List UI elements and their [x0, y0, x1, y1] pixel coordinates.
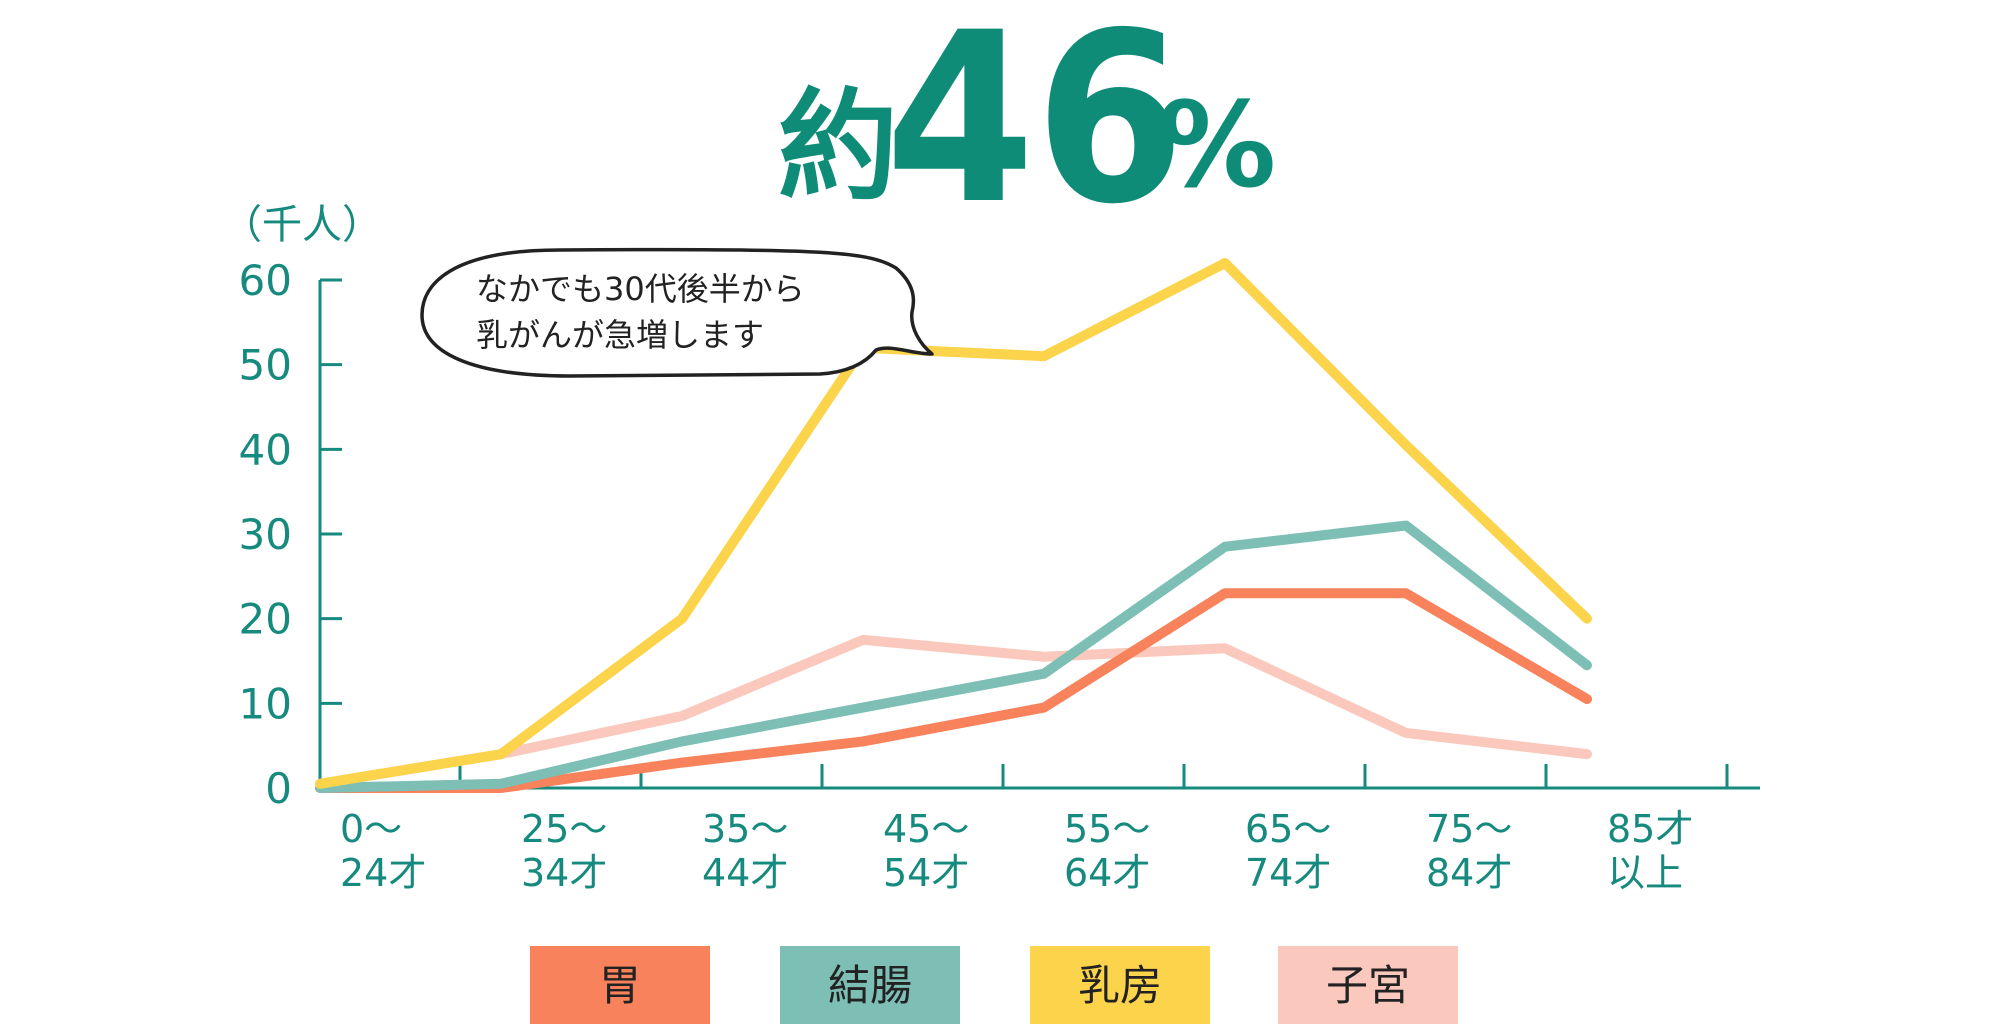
x-tick-label-line2: 24才	[340, 851, 426, 895]
series-line-結腸	[315, 520, 1592, 793]
legend-label: 胃	[599, 961, 641, 1010]
x-tick-label-line1: 45〜	[883, 807, 969, 851]
x-tick-label-line1: 75〜	[1426, 807, 1512, 851]
y-unit-label: （千人）	[222, 202, 382, 248]
y-tick-label: 0	[265, 764, 292, 813]
x-tick-label-line1: 0〜	[340, 807, 402, 851]
legend-label: 子宮	[1326, 961, 1410, 1010]
legend: 胃 結腸 乳房 子宮	[530, 946, 1458, 1024]
x-tick-label-line1: 25〜	[521, 807, 607, 851]
x-tick-label-line1: 85才	[1607, 807, 1693, 851]
headline-prefix: 約	[778, 78, 898, 217]
legend-swatch	[1278, 946, 1458, 1024]
x-tick-label-line1: 35〜	[702, 807, 788, 851]
callout-line-1: なかでも30代後半から	[476, 270, 805, 308]
x-tick-label-line2: 34才	[521, 851, 607, 895]
x-tick-label-line2: 44才	[702, 851, 788, 895]
series-line-胃	[315, 588, 1592, 793]
x-tick-label-line2: 54才	[883, 851, 969, 895]
x-tick-label-line2: 84才	[1426, 851, 1512, 895]
y-tick-label: 30	[239, 510, 292, 559]
series-line-乳房	[315, 258, 1592, 789]
legend-swatch	[530, 946, 710, 1024]
legend-swatch	[780, 946, 960, 1024]
x-tick-labels: 0〜24才 25〜34才 35〜44才 45〜54才 55〜64才 65〜74才 75〜84…	[340, 807, 1693, 895]
y-tick-label: 60	[239, 256, 292, 305]
y-tick-label: 50	[239, 341, 292, 390]
headline-unit: %	[1158, 76, 1276, 214]
y-tick-label: 10	[239, 679, 292, 728]
y-tick-labels: 0 10 20 30 40 50 60	[239, 256, 292, 813]
legend-label: 結腸	[828, 961, 912, 1010]
legend-swatch	[1030, 946, 1210, 1024]
y-tick-label: 40	[239, 425, 292, 474]
x-tick-label-line2: 64才	[1064, 851, 1150, 895]
headline: 約 46 %	[778, 0, 1276, 256]
series-line-子宮	[315, 634, 1592, 789]
y-tick-label: 20	[239, 595, 292, 644]
headline-number: 46	[885, 0, 1185, 256]
x-tick-label-line2: 以上	[1607, 851, 1683, 895]
series-lines	[315, 258, 1592, 793]
axes	[318, 278, 1760, 790]
callout: なかでも30代後半から 乳がんが急増します	[420, 247, 934, 378]
x-tick-label-line2: 74才	[1245, 851, 1331, 895]
callout-bubble	[420, 247, 934, 378]
callout-line-2: 乳がんが急増します	[476, 316, 764, 354]
x-tick-label-line1: 65〜	[1245, 807, 1331, 851]
x-tick-label-line1: 55〜	[1064, 807, 1150, 851]
legend-label: 乳房	[1078, 961, 1162, 1010]
